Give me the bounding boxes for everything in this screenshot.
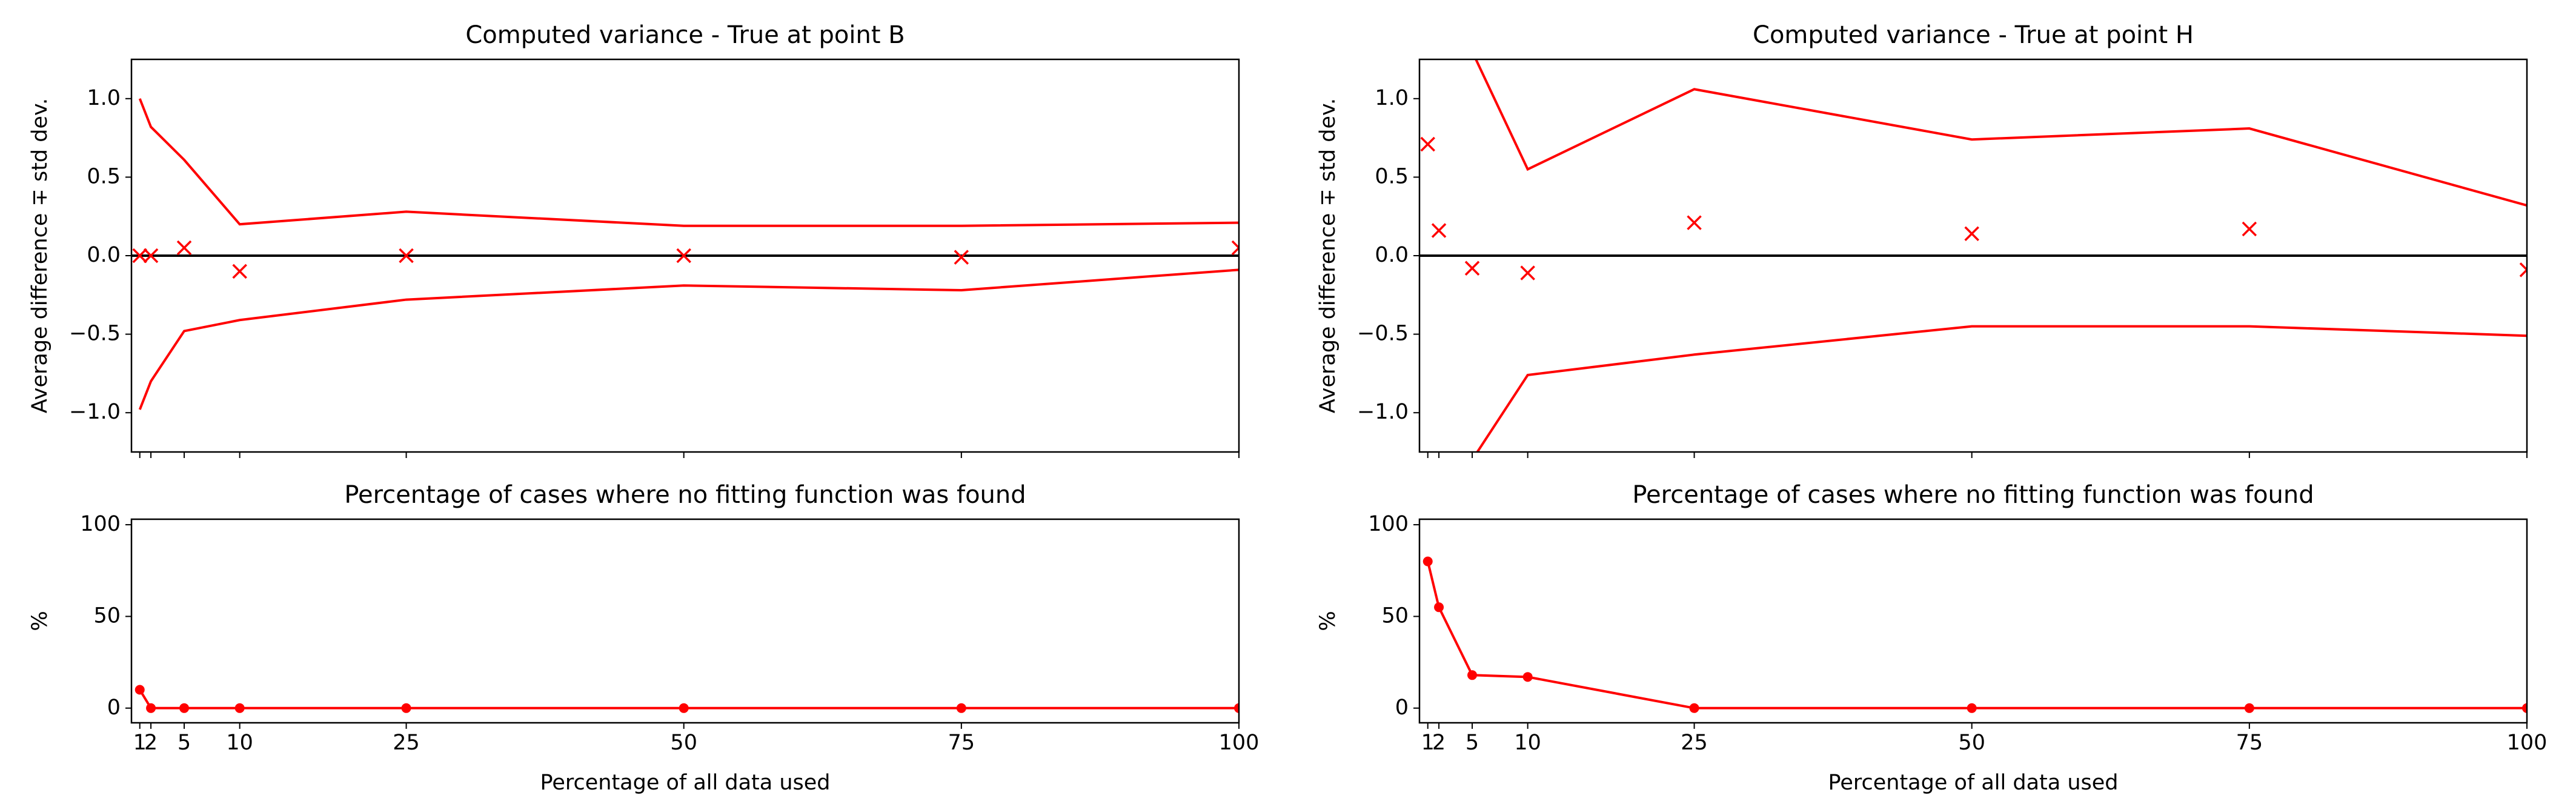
x-marker (1420, 136, 1435, 152)
y-tick-label: 1.0 (87, 86, 121, 110)
x-marker (143, 248, 159, 264)
x-marker (954, 250, 969, 265)
y-tick-label: 0.0 (87, 243, 121, 267)
x-tick-label: 100 (2507, 731, 2548, 755)
series-line (1426, 561, 2527, 709)
y-tick-label: −0.5 (69, 322, 121, 346)
axes-frame (130, 58, 1240, 453)
dot-marker (1234, 703, 1239, 713)
dot-marker (2522, 703, 2527, 713)
y-tick-label: 50 (93, 603, 121, 628)
dot-marker (134, 685, 145, 695)
chart-title: Computed variance - True at point H (1753, 21, 2194, 49)
x-tick-label: 1 (133, 731, 147, 755)
series-line (1474, 59, 2527, 207)
x-marker (399, 248, 414, 264)
x-tick-label: 50 (1958, 731, 1985, 755)
x-axis-label: Percentage of all data used (1828, 771, 2118, 795)
y-tick-label: 0 (1395, 696, 1409, 720)
x-marker (2242, 221, 2257, 237)
axes-frame (1418, 518, 2528, 724)
y-axis-label: Average difference ∓ std dev. (28, 98, 52, 413)
x-tick-label: 1 (1421, 731, 1435, 755)
y-tick-label: 100 (1368, 512, 1409, 536)
series-line (138, 268, 1239, 410)
x-marker (1464, 261, 1480, 276)
y-tick-label: 1.0 (1375, 86, 1409, 110)
dot-marker (956, 703, 966, 713)
x-tick-label: 25 (393, 731, 420, 755)
dot-marker (179, 703, 190, 713)
x-tick-label: 5 (1466, 731, 1479, 755)
plot-area (1422, 556, 2527, 713)
x-marker (176, 240, 192, 256)
axes-frame (130, 518, 1240, 724)
y-axis-label: % (1316, 611, 1340, 631)
x-tick-label: 75 (2236, 731, 2263, 755)
dot-marker (401, 703, 411, 713)
plot-area (134, 685, 1239, 713)
y-tick-label: 100 (80, 512, 121, 536)
y-tick-label: −1.0 (1357, 400, 1409, 424)
x-tick-label: 10 (1514, 731, 1541, 755)
chart-title: Percentage of cases where no fitting fun… (1632, 481, 2314, 509)
y-axis-label: Average difference ∓ std dev. (1316, 98, 1340, 413)
series-line (138, 98, 1239, 227)
chart-title: Computed variance - True at point B (465, 21, 905, 49)
series-line (1476, 325, 2527, 452)
chart-title: Percentage of cases where no fitting fun… (344, 481, 1026, 509)
x-tick-label: 10 (226, 731, 253, 755)
y-tick-label: 0 (107, 696, 121, 720)
x-marker (132, 248, 147, 264)
y-axis-label: % (28, 611, 52, 631)
x-tick-label: 2 (144, 731, 158, 755)
x-tick-label: 100 (1219, 731, 1260, 755)
plot-area (1419, 59, 2527, 452)
x-marker (1964, 226, 1979, 241)
dot-marker (2244, 703, 2254, 713)
dot-marker (146, 703, 156, 713)
y-tick-label: 50 (1381, 603, 1409, 628)
plot-area (131, 98, 1239, 410)
x-tick-label: 5 (178, 731, 191, 755)
dot-marker (679, 703, 689, 713)
dot-marker (234, 703, 245, 713)
x-tick-label: 2 (1432, 731, 1446, 755)
y-tick-label: 0.5 (1375, 164, 1409, 188)
x-marker (2519, 262, 2527, 277)
dot-marker (1967, 703, 1977, 713)
y-tick-label: 0.5 (87, 164, 121, 188)
series-line (139, 689, 1239, 709)
dot-marker (1422, 556, 1433, 566)
x-axis-label: Percentage of all data used (540, 771, 830, 795)
x-tick-label: 25 (1681, 731, 1708, 755)
x-tick-label: 50 (670, 731, 697, 755)
x-marker (1431, 223, 1447, 238)
x-marker (1231, 240, 1239, 256)
x-marker (1687, 215, 1702, 230)
x-marker (1520, 265, 1535, 281)
x-tick-label: 75 (948, 731, 975, 755)
y-tick-label: 0.0 (1375, 243, 1409, 267)
y-tick-label: −1.0 (69, 400, 121, 424)
axes-frame (1418, 58, 2528, 453)
dot-marker (1522, 672, 1533, 682)
x-marker (232, 264, 247, 279)
dot-marker (1434, 602, 1444, 613)
dot-marker (1467, 670, 1478, 680)
y-tick-label: −0.5 (1357, 322, 1409, 346)
dot-marker (1689, 703, 1699, 713)
x-marker (676, 248, 691, 264)
